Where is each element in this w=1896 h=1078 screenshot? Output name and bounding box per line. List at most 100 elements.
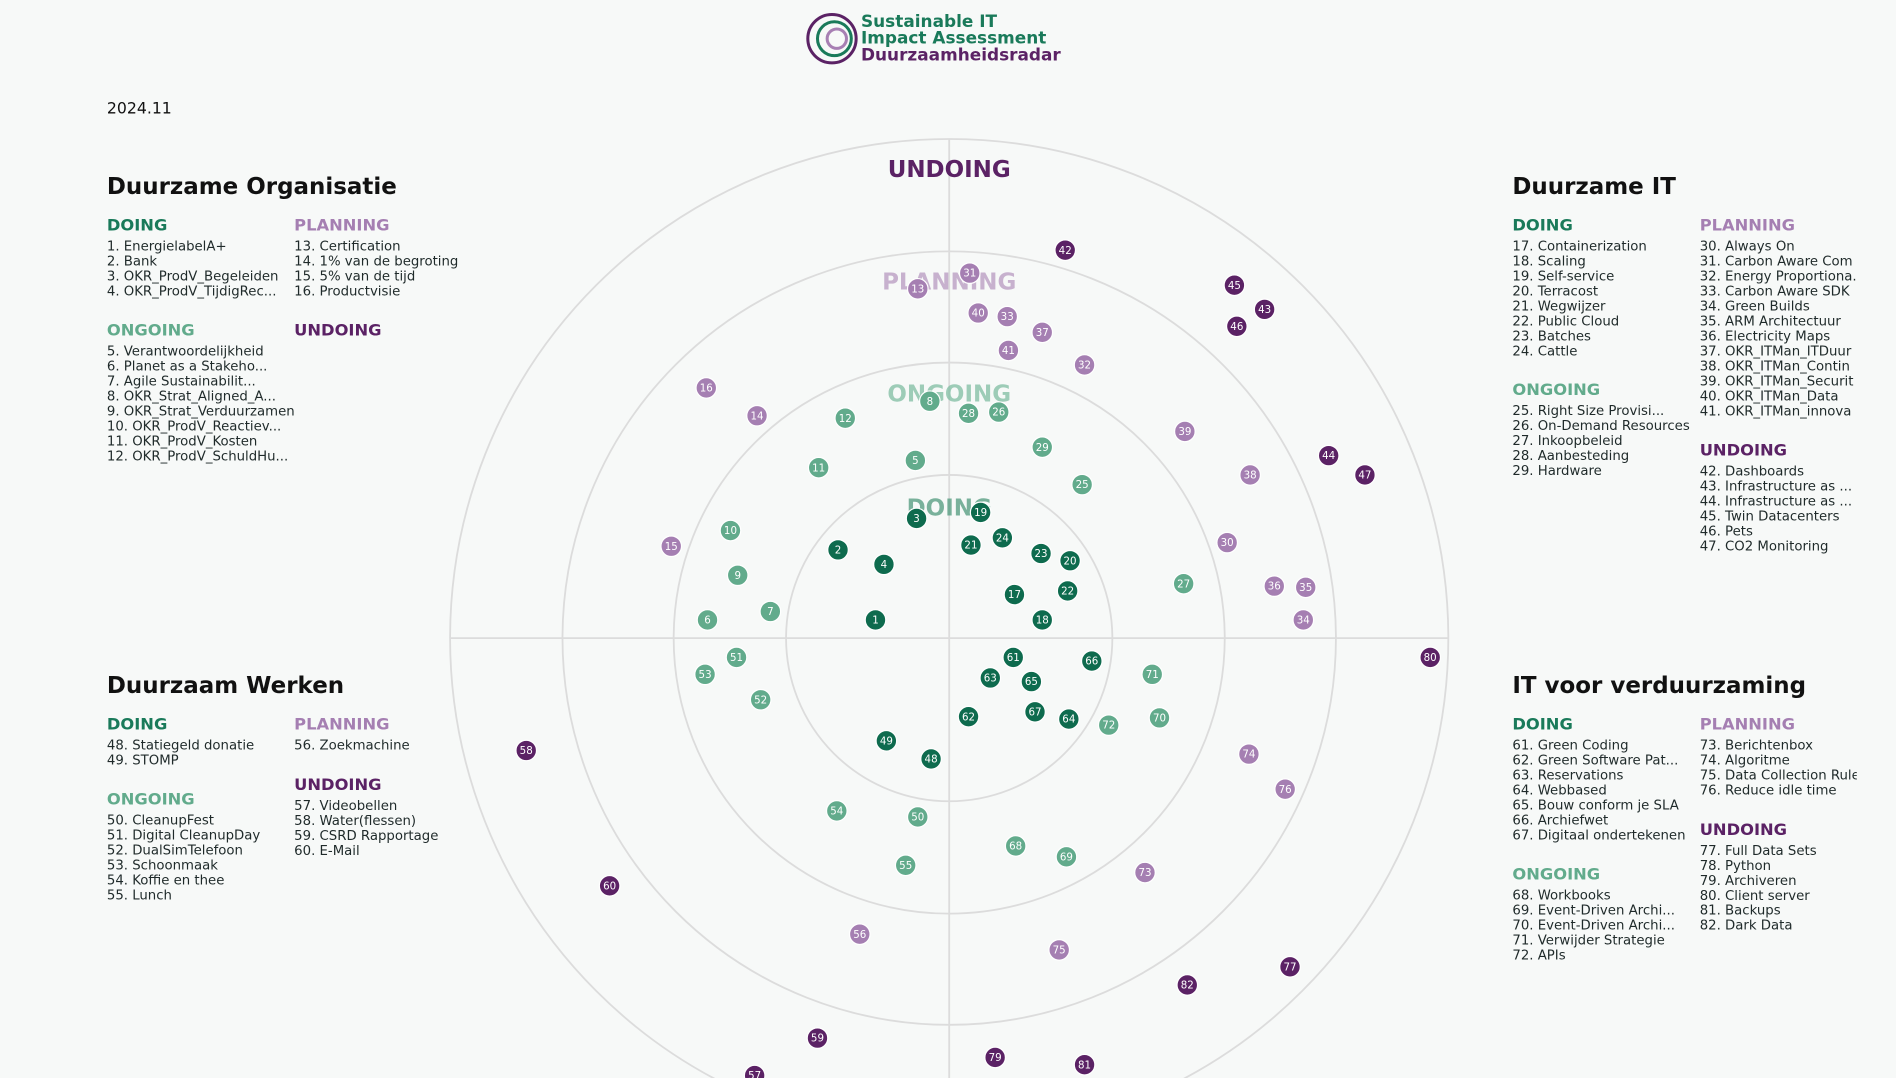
blip[interactable]: 49 <box>875 729 898 752</box>
blip[interactable]: 60 <box>598 874 621 897</box>
blip[interactable]: 74 <box>1238 743 1260 765</box>
blip[interactable]: 9 <box>726 564 749 587</box>
list-item: 74. Algoritme <box>1700 754 1790 769</box>
blip[interactable]: 72 <box>1097 714 1120 736</box>
list-item: 36. Electricity Maps <box>1700 329 1831 344</box>
list-item: 75. Data Collection Rule <box>1700 769 1860 784</box>
blip[interactable]: 52 <box>749 688 772 711</box>
blip[interactable]: 19 <box>969 501 992 524</box>
blip[interactable]: 39 <box>1173 420 1196 443</box>
blip[interactable]: 38 <box>1239 464 1262 486</box>
blip[interactable]: 66 <box>1080 650 1103 672</box>
blip[interactable]: 5 <box>904 449 927 472</box>
blip[interactable]: 44 <box>1317 444 1340 467</box>
blip[interactable]: 4 <box>873 553 895 576</box>
blip[interactable]: 13 <box>906 277 929 300</box>
blip[interactable]: 57 <box>743 1064 766 1078</box>
blip[interactable]: 75 <box>1048 939 1071 961</box>
blip[interactable]: 69 <box>1055 845 1078 868</box>
list-item: 78. Python <box>1700 859 1771 874</box>
blip[interactable]: 73 <box>1134 861 1156 884</box>
blip[interactable]: 81 <box>1073 1053 1096 1076</box>
blip[interactable]: 23 <box>1030 542 1052 565</box>
blip[interactable]: 70 <box>1148 706 1171 729</box>
blip[interactable]: 40 <box>967 302 990 324</box>
blip[interactable]: 67 <box>1024 700 1046 723</box>
blip-dot <box>598 874 621 897</box>
blip[interactable]: 48 <box>920 748 942 770</box>
blip[interactable]: 55 <box>894 854 917 877</box>
blip[interactable]: 12 <box>834 407 857 430</box>
blip-label: 48 <box>925 754 938 766</box>
blip[interactable]: 80 <box>1419 646 1442 669</box>
blip[interactable]: 53 <box>694 663 716 686</box>
blip[interactable]: 51 <box>725 646 748 669</box>
blip[interactable]: 17 <box>1003 583 1026 606</box>
blip[interactable]: 25 <box>1071 473 1094 496</box>
blip[interactable]: 41 <box>997 339 1020 362</box>
blip[interactable]: 36 <box>1263 575 1286 598</box>
blip[interactable]: 63 <box>979 667 1002 689</box>
blip[interactable]: 54 <box>825 800 848 822</box>
blip-dot <box>1223 274 1246 297</box>
blip[interactable]: 16 <box>695 377 718 399</box>
blip-dot <box>660 535 683 558</box>
blip[interactable]: 50 <box>906 806 929 828</box>
blip[interactable]: 2 <box>827 539 849 561</box>
blip[interactable]: 61 <box>1002 646 1025 669</box>
list-item: 6. Planet as a Stakeho... <box>107 360 268 375</box>
blip[interactable]: 56 <box>848 923 871 946</box>
blip[interactable]: 21 <box>960 534 982 556</box>
blip[interactable]: 71 <box>1141 663 1164 686</box>
blip-dot <box>1048 939 1071 961</box>
blip[interactable]: 8 <box>918 390 941 413</box>
group-heading: PLANNING <box>1700 215 1795 234</box>
blip[interactable]: 47 <box>1354 464 1376 486</box>
blip[interactable]: 43 <box>1253 298 1276 321</box>
blip[interactable]: 22 <box>1056 580 1079 602</box>
blip[interactable]: 31 <box>958 262 981 285</box>
blip[interactable]: 14 <box>746 404 768 427</box>
blip[interactable]: 29 <box>1031 436 1054 459</box>
blip-dot <box>1071 473 1094 496</box>
blip[interactable]: 58 <box>515 739 538 762</box>
blip-dot <box>1004 835 1027 857</box>
blip[interactable]: 27 <box>1172 572 1195 595</box>
blip[interactable]: 79 <box>984 1046 1007 1069</box>
blip[interactable]: 62 <box>957 705 980 728</box>
blip[interactable]: 34 <box>1292 609 1315 631</box>
blip[interactable]: 37 <box>1031 321 1054 344</box>
blip[interactable]: 3 <box>905 507 928 530</box>
blip[interactable]: 59 <box>806 1027 829 1049</box>
blip[interactable]: 20 <box>1059 549 1081 572</box>
blip[interactable]: 30 <box>1216 531 1239 554</box>
blip[interactable]: 65 <box>1020 670 1043 693</box>
blip[interactable]: 18 <box>1031 609 1054 631</box>
blip[interactable]: 35 <box>1294 576 1317 599</box>
blip[interactable]: 46 <box>1225 315 1248 338</box>
blip[interactable]: 76 <box>1274 778 1297 801</box>
blip[interactable]: 32 <box>1073 354 1096 376</box>
blip-label: 81 <box>1078 1059 1091 1071</box>
blip-label: 40 <box>972 308 985 320</box>
blip[interactable]: 33 <box>996 305 1019 328</box>
blip[interactable]: 6 <box>696 609 719 631</box>
blip[interactable]: 45 <box>1223 274 1246 297</box>
blip[interactable]: 15 <box>660 535 683 558</box>
blip[interactable]: 7 <box>759 600 782 623</box>
blip[interactable]: 64 <box>1057 708 1080 730</box>
blip[interactable]: 77 <box>1279 955 1301 978</box>
blip[interactable]: 82 <box>1176 974 1199 996</box>
logo <box>806 12 858 65</box>
blip[interactable]: 11 <box>807 456 830 479</box>
blip[interactable]: 24 <box>991 526 1014 549</box>
blip[interactable]: 28 <box>957 402 980 425</box>
list-item: 65. Bouw conform je SLA <box>1512 799 1678 814</box>
list-item: 21. Wegwijzer <box>1512 299 1606 314</box>
blip[interactable]: 1 <box>864 609 887 631</box>
blip[interactable]: 26 <box>987 401 1010 423</box>
blip[interactable]: 10 <box>719 519 742 542</box>
blip[interactable]: 68 <box>1004 835 1027 857</box>
blip[interactable]: 42 <box>1054 239 1077 262</box>
blip-dot <box>725 646 748 669</box>
